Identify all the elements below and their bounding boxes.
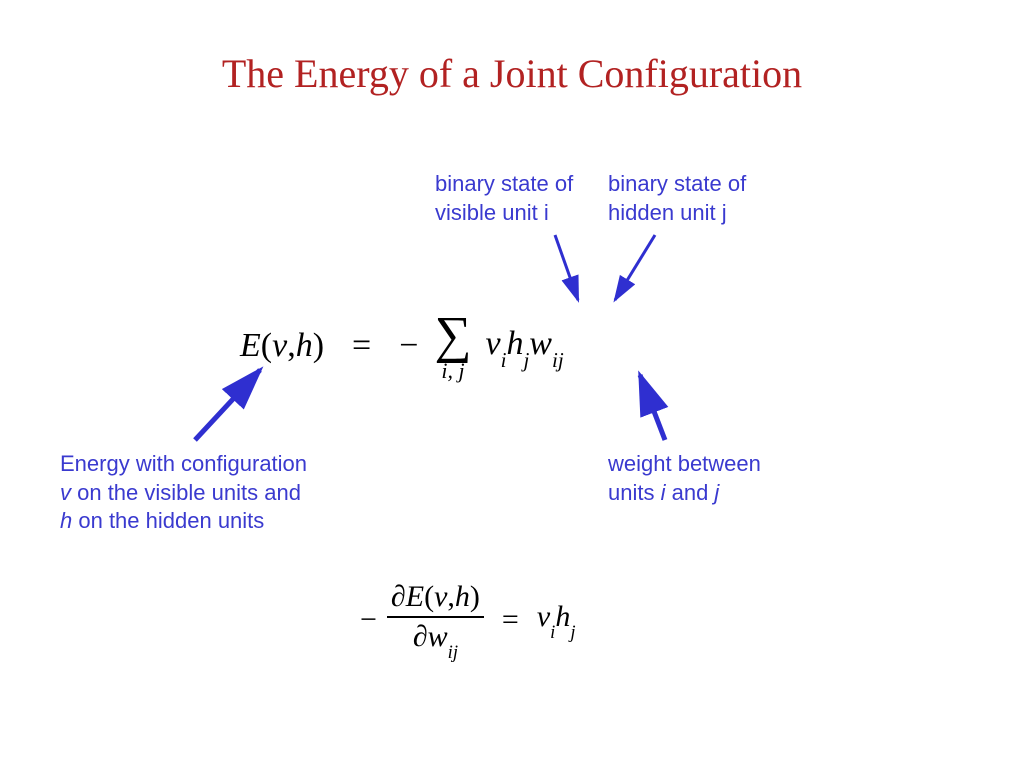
eq1-tv: v <box>485 325 500 362</box>
weight-mid: and <box>665 480 714 505</box>
arrow-hidden <box>615 235 655 300</box>
equation-energy: E(v,h) = − ∑ i, j vihjwij <box>240 310 564 382</box>
eq2-h: h <box>455 580 470 613</box>
eq1-h: h <box>296 327 313 364</box>
eq2-partial-bot: ∂ <box>413 620 428 653</box>
eq2-eq: = <box>502 603 519 636</box>
eq1-twij: ij <box>552 348 564 372</box>
eq1-sum: ∑ <box>434 310 471 362</box>
arrow-visible <box>555 235 578 300</box>
eq2-thj: j <box>570 622 575 643</box>
eq2-close: ) <box>470 580 480 613</box>
eq2-open: ( <box>424 580 434 613</box>
eq2-partial-top: ∂ <box>391 580 406 613</box>
sum-symbol: ∑ i, j <box>434 310 471 382</box>
eq1-th: h <box>506 325 523 362</box>
eq2-tvi: i <box>550 622 555 643</box>
eq1-thj: j <box>523 348 529 372</box>
energy-line1: Energy with configuration <box>60 451 307 476</box>
energy-h: h <box>60 508 72 533</box>
label-weight: weight between units i and j <box>608 450 828 507</box>
eq1-close: ) <box>313 327 324 364</box>
eq1-comma: , <box>287 327 296 364</box>
eq2-E: E <box>406 580 424 613</box>
eq2-comma: , <box>447 580 455 613</box>
eq2-th: h <box>555 600 570 633</box>
eq1-v: v <box>272 327 287 364</box>
eq2-wij: ij <box>448 642 458 663</box>
energy-v: v <box>60 480 71 505</box>
eq2-w: w <box>428 620 448 653</box>
eq1-open: ( <box>261 327 272 364</box>
energy-line2: on the visible units and <box>71 480 301 505</box>
weight-line2-prefix: units <box>608 480 661 505</box>
weight-j: j <box>714 480 719 505</box>
label-energy-config: Energy with configuration v on the visib… <box>60 450 360 536</box>
eq1-tvi: i <box>501 348 507 372</box>
equation-gradient: − ∂E(v,h) ∂wij = vihj <box>360 580 576 659</box>
eq1-tw: w <box>529 325 552 362</box>
eq1-E: E <box>240 327 261 364</box>
eq2-minus: − <box>360 603 377 636</box>
eq2-v: v <box>434 580 447 613</box>
label-hidden-state: binary state of hidden unit j <box>608 170 778 227</box>
eq1-eq: = <box>352 327 371 365</box>
slide-title: The Energy of a Joint Configuration <box>0 50 1024 97</box>
eq2-tv: v <box>537 600 550 633</box>
arrow-weight <box>640 375 665 440</box>
energy-line3: on the hidden units <box>72 508 264 533</box>
weight-line1: weight between <box>608 451 761 476</box>
eq2-fraction: ∂E(v,h) ∂wij <box>387 580 484 659</box>
label-visible-state: binary state of visible unit i <box>435 170 605 227</box>
eq1-minus: − <box>399 327 418 365</box>
